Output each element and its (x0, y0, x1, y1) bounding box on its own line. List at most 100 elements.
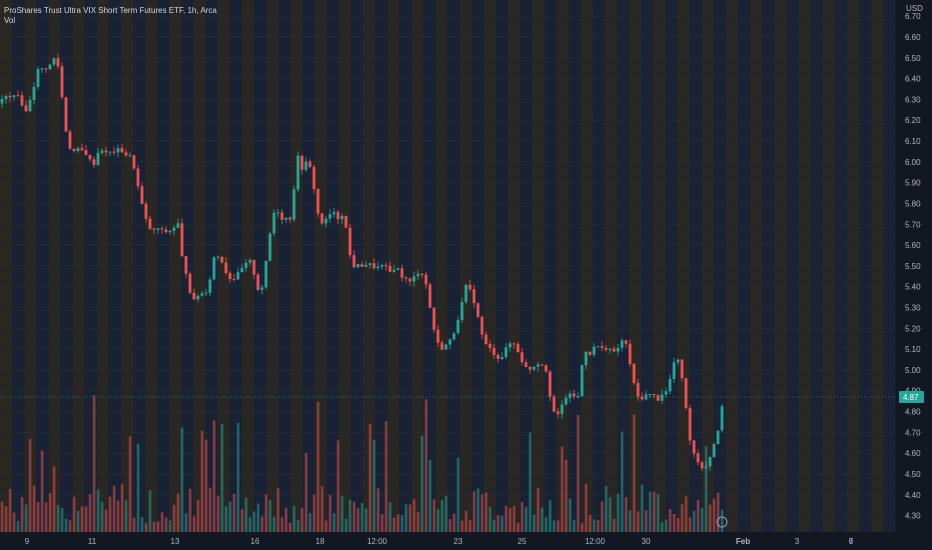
candle-body (516, 344, 520, 353)
candle-body (328, 214, 332, 219)
candle-body (520, 352, 524, 363)
candle-body (100, 150, 104, 153)
candle-body (64, 97, 68, 132)
candle-body (460, 302, 464, 320)
candle-body (364, 264, 368, 267)
candle-body (444, 344, 448, 350)
volume-bar (548, 500, 552, 532)
candle-body (540, 364, 544, 366)
candle-body (596, 346, 600, 348)
candle-body (60, 66, 64, 98)
price-tick-label: 5.50 (905, 262, 921, 271)
volume-bar (716, 492, 720, 532)
candle-body (228, 273, 232, 280)
candle-body (316, 188, 320, 214)
candle-body (716, 430, 720, 445)
candle-body (360, 264, 364, 267)
time-tick-label: 25 (518, 537, 527, 546)
volume-bar (600, 501, 604, 532)
candle-body (68, 131, 72, 149)
candle-body (204, 292, 208, 294)
volume-bar (176, 493, 180, 532)
candle-body (272, 212, 276, 234)
volume-bar (276, 488, 280, 532)
time-tick-label: 3 (795, 537, 800, 546)
lightning-icon[interactable] (716, 516, 728, 528)
volume-bar (428, 460, 432, 532)
volume-bar (676, 518, 680, 532)
candle-body (260, 287, 264, 290)
volume-bar (616, 493, 620, 532)
volume-bar (92, 395, 96, 532)
volume-bar (124, 500, 128, 532)
candle-body (448, 339, 452, 345)
price-tick-label: 6.40 (905, 75, 921, 84)
candle-body (708, 457, 712, 467)
candle-body (628, 343, 632, 365)
volume-bar (400, 515, 404, 532)
volume-bar (228, 501, 232, 532)
volume-bar (68, 520, 72, 532)
volume-bar (16, 520, 20, 532)
volume-bar (368, 423, 372, 532)
candle-body (252, 259, 256, 275)
candle-body (616, 347, 620, 352)
candle-body (268, 233, 272, 261)
volume-bar (624, 497, 628, 532)
time-tick-label: 30 (642, 537, 651, 546)
candle-body (48, 64, 52, 70)
volume-bar (480, 494, 484, 532)
candle-body (208, 279, 212, 293)
time-tick-label: 6 (849, 537, 854, 546)
candle-body (556, 411, 560, 414)
candle-body (32, 86, 36, 101)
candle-body (216, 256, 220, 258)
volume-bar (224, 506, 228, 532)
candle-body (20, 95, 24, 106)
volume-bar (544, 517, 548, 532)
candle-body (140, 186, 144, 204)
chart-legend: ProShares Trust Ultra VIX Short Term Fut… (4, 6, 217, 26)
candle-body (284, 217, 288, 220)
candle-body (180, 223, 184, 257)
candle-body (436, 329, 440, 343)
candle-body (96, 152, 100, 165)
volume-bar (504, 505, 508, 532)
candle-body (264, 260, 268, 288)
volume-bar (140, 517, 144, 532)
volume-bar (540, 507, 544, 532)
candle-body (568, 393, 572, 399)
volume-bar (608, 497, 612, 532)
candle-body (692, 440, 696, 454)
volume-bar (396, 514, 400, 532)
volume-bar (380, 514, 384, 532)
time-tick-label: 16 (251, 537, 260, 546)
volume-bar (136, 443, 140, 532)
price-tick-label: 6.30 (905, 95, 921, 104)
volume-bar (652, 491, 656, 532)
candle-body (560, 404, 564, 414)
volume-bar (12, 512, 16, 532)
currency-label: USD (906, 4, 923, 13)
volume-bar (404, 504, 408, 532)
volume-bar (168, 520, 172, 532)
chart-title: ProShares Trust Ultra VIX Short Term Fut… (4, 6, 217, 15)
candle-body (56, 58, 60, 67)
candle-body (240, 267, 244, 273)
volume-bar (448, 519, 452, 532)
price-tick-label: 5.90 (905, 179, 921, 188)
candle-body (600, 346, 604, 348)
volume-bar (500, 515, 504, 532)
price-tick-label: 5.20 (905, 324, 921, 333)
volume-bar (412, 499, 416, 532)
volume-bar (444, 495, 448, 532)
price-tick-label: 4.70 (905, 428, 921, 437)
volume-bar (0, 501, 4, 532)
candle-body (720, 406, 724, 431)
volume-bar (128, 436, 132, 532)
volume-bar (472, 491, 476, 532)
volume-bar (552, 520, 556, 532)
candle-body (200, 293, 204, 296)
